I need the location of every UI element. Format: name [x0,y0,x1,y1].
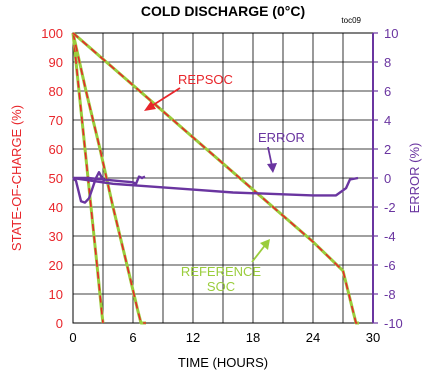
y-right-tick-label: -2 [384,200,396,215]
grid [72,32,374,324]
x-tick-label: 0 [69,330,76,345]
y-left-tick-label: 60 [49,142,63,157]
error-arrow [267,146,273,167]
y-left-tick-label: 100 [41,26,63,41]
y-right-tick-label: -10 [384,316,403,331]
x-axis-label: TIME (HOURS) [178,355,268,370]
repsoc-line [72,32,359,324]
y-right-tick-label: -8 [384,287,396,302]
y-left-tick-label: 10 [49,287,63,302]
reference-arrowhead [260,239,270,250]
x-tick-label: 12 [186,330,200,345]
annotation-repsoc: REPSOC [178,72,233,87]
error-line [73,175,146,186]
repsoc-arrow [149,87,181,108]
x-tick-label: 18 [246,330,260,345]
y-right-tick-label: 6 [384,84,391,99]
y-axis-right-label: ERROR (%) [407,143,422,214]
y-left-tick-label: 40 [49,200,63,215]
y-left-tick-label: 80 [49,84,63,99]
repsoc-line [72,32,104,324]
repsoc-line [72,32,146,324]
figure-id: toc09 [341,16,361,25]
error-line [72,170,106,204]
y-right-tick-label: -6 [384,258,396,273]
x-tick-label: 6 [129,330,136,345]
y-axis-left-label: STATE-OF-CHARGE (%) [9,105,24,251]
annotation-reference-line1: REFERENCE [181,264,262,279]
chart-title: COLD DISCHARGE (0°C) [141,3,305,19]
y-right-tick-label: 10 [384,26,398,41]
y-right-tick-label: 0 [384,171,391,186]
error-arrowhead [267,163,277,173]
repsoc-arrowhead [144,101,156,111]
y-left-tick-label: 20 [49,258,63,273]
y-right-tick-label: 8 [384,55,391,70]
annotation-reference-line2: SOC [207,279,235,294]
y-left-tick-label: 70 [49,113,63,128]
annotation-error: ERROR [258,130,305,145]
x-tick-label: 30 [366,330,380,345]
y-left-tick-label: 90 [49,55,63,70]
plot-area [71,31,359,325]
y-right-tick-label: 2 [384,142,391,157]
y-right-tick-label: 4 [384,113,391,128]
x-tick-label: 24 [306,330,320,345]
y-left-tick-label: 30 [49,229,63,244]
y-left-tick-label: 50 [49,171,63,186]
y-right-tick-label: -4 [384,229,396,244]
tick-labels: 0 6 12 18 24 300102030405060708090100-10-8-6-… [41,26,403,345]
error-line [72,176,359,197]
reference-arrow [251,243,267,263]
y-left-tick-label: 0 [56,316,63,331]
